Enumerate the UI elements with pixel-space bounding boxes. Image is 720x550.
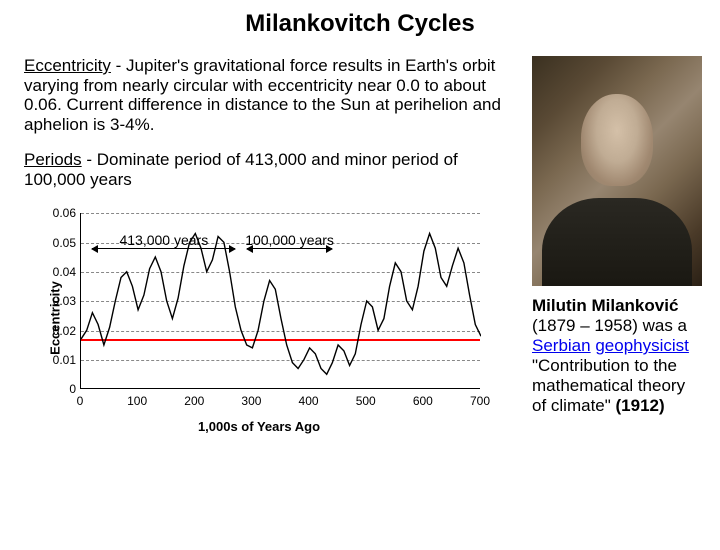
chart-xtick: 500 — [356, 394, 376, 408]
chart-annotation-arrow — [247, 248, 333, 249]
right-column: Milutin Milanković (1879 – 1958) was a S… — [532, 56, 702, 430]
chart-xtick: 400 — [299, 394, 319, 408]
content-row: Eccentricity - Jupiter's gravitational f… — [0, 56, 720, 430]
chart-ytick: 0.04 — [44, 265, 76, 279]
caption-dates: (1879 – 1958) was a — [532, 316, 687, 335]
caption-link-serbian[interactable]: Serbian — [532, 336, 591, 355]
caption-year: (1912) — [616, 396, 665, 415]
chart-ytick: 0.06 — [44, 206, 76, 220]
chart-xtick: 700 — [470, 394, 490, 408]
chart-ytick: 0 — [44, 382, 76, 396]
paragraph-periods: Periods - Dominate period of 413,000 and… — [24, 150, 514, 189]
chart-annotation-arrow — [92, 248, 235, 249]
portrait-image — [532, 56, 702, 286]
eccentricity-chart: Eccentricity 1,000s of Years Ago 413,000… — [24, 205, 494, 430]
chart-xlabel: 1,000s of Years Ago — [198, 419, 320, 434]
chart-xtick: 0 — [77, 394, 84, 408]
page-title: Milankovitch Cycles — [0, 10, 720, 38]
caption-name: Milutin Milanković — [532, 296, 678, 315]
para2-lead: Periods — [24, 150, 82, 169]
left-column: Eccentricity - Jupiter's gravitational f… — [24, 56, 514, 430]
chart-annotation: 413,000 years — [119, 232, 208, 248]
chart-plot-area: 413,000 years 100,000 years — [80, 213, 480, 389]
para1-lead: Eccentricity — [24, 56, 111, 75]
caption-link-geophysicist[interactable]: geophysicist — [595, 336, 689, 355]
chart-ytick: 0.05 — [44, 236, 76, 250]
chart-xtick: 100 — [127, 394, 147, 408]
chart-ytick: 0.02 — [44, 324, 76, 338]
paragraph-eccentricity: Eccentricity - Jupiter's gravitational f… — [24, 56, 514, 134]
chart-xtick: 600 — [413, 394, 433, 408]
chart-ytick: 0.01 — [44, 353, 76, 367]
chart-xtick: 200 — [184, 394, 204, 408]
chart-ylabel: Eccentricity — [47, 281, 62, 355]
chart-annotation: 100,000 years — [245, 232, 334, 248]
portrait-caption: Milutin Milanković (1879 – 1958) was a S… — [532, 296, 702, 416]
chart-xtick: 300 — [241, 394, 261, 408]
para2-body: - Dominate period of 413,000 and minor p… — [24, 150, 458, 189]
chart-ytick: 0.03 — [44, 294, 76, 308]
